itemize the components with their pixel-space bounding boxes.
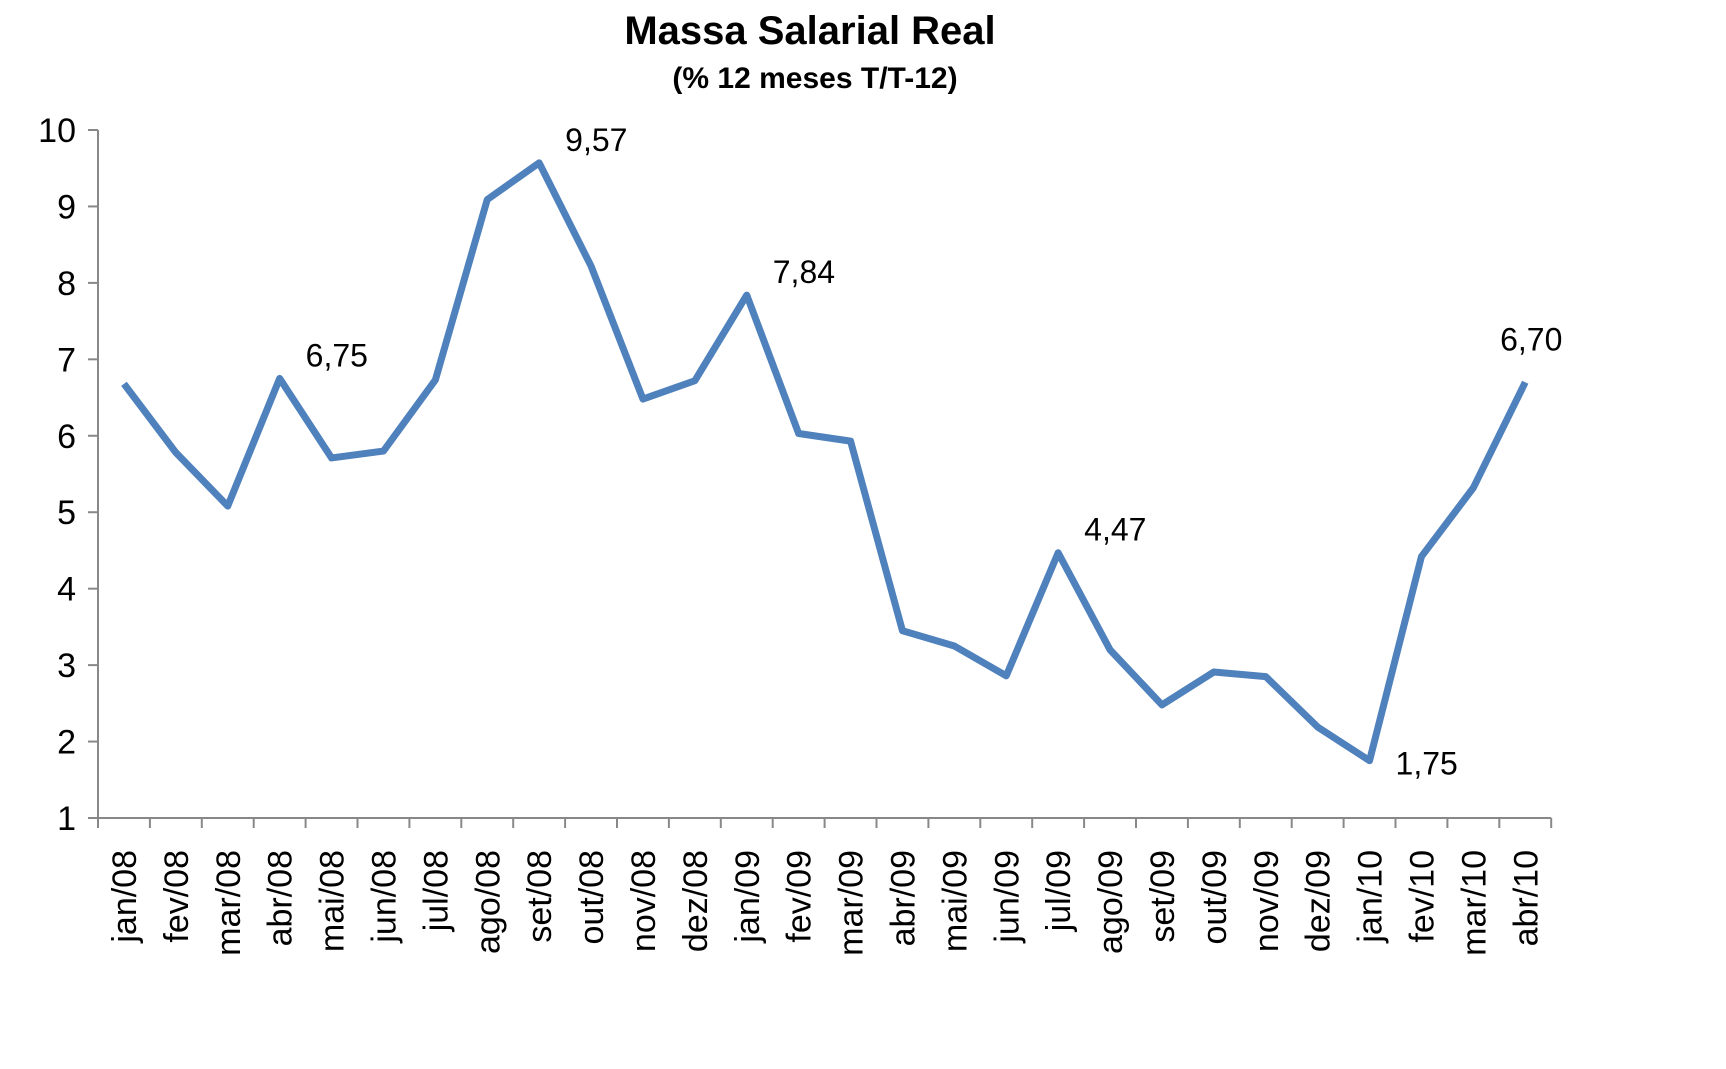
x-tick-label: dez/08 bbox=[677, 850, 715, 952]
data-label: 1,75 bbox=[1396, 746, 1458, 782]
data-label: 6,70 bbox=[1500, 321, 1562, 357]
x-tick-label: out/09 bbox=[1196, 850, 1234, 945]
y-tick-label: 9 bbox=[57, 188, 76, 226]
data-line bbox=[121, 159, 1529, 765]
x-tick-label: set/08 bbox=[521, 850, 559, 943]
y-tick-label: 4 bbox=[57, 571, 76, 609]
x-tick-label: jan/09 bbox=[729, 850, 767, 944]
x-tick-label: mai/09 bbox=[936, 850, 974, 952]
x-tick-label: mar/09 bbox=[833, 850, 871, 956]
y-tick-label: 7 bbox=[57, 341, 76, 379]
x-tick-label: fev/09 bbox=[781, 850, 819, 943]
x-tick-label: jul/08 bbox=[417, 850, 455, 932]
x-tick-label: mar/10 bbox=[1455, 850, 1493, 956]
data-label: 6,75 bbox=[306, 337, 368, 373]
y-tick-label: 10 bbox=[38, 112, 76, 150]
x-tick-label: mai/08 bbox=[314, 850, 352, 952]
x-tick-label: out/08 bbox=[573, 850, 611, 945]
x-tick-label: fev/08 bbox=[158, 850, 196, 943]
x-tick-label: jul/09 bbox=[1040, 850, 1078, 932]
x-tick-label: jan/10 bbox=[1352, 850, 1390, 944]
chart-subtitle: (% 12 meses T/T-12) bbox=[672, 62, 957, 95]
x-tick-label: mar/08 bbox=[210, 850, 248, 956]
y-tick-label: 1 bbox=[57, 800, 76, 838]
x-tick-label: abr/10 bbox=[1507, 850, 1545, 946]
x-tick-label: abr/08 bbox=[262, 850, 300, 946]
x-tick-label: jun/08 bbox=[365, 850, 403, 944]
data-label: 7,84 bbox=[773, 254, 835, 290]
x-tick-label: fev/10 bbox=[1403, 850, 1441, 943]
data-label: 4,47 bbox=[1084, 512, 1146, 548]
data-label: 9,57 bbox=[565, 122, 627, 158]
y-tick-label: 5 bbox=[57, 494, 76, 532]
y-tick-label: 3 bbox=[57, 647, 76, 685]
x-tick-label: ago/08 bbox=[469, 850, 507, 954]
y-tick-label: 6 bbox=[57, 418, 76, 456]
x-tick-label: dez/09 bbox=[1300, 850, 1338, 952]
x-tick-label: nov/09 bbox=[1248, 850, 1286, 952]
x-tick-label: jun/09 bbox=[988, 850, 1026, 944]
x-tick-label: jan/08 bbox=[106, 850, 144, 944]
x-tick-label: nov/08 bbox=[625, 850, 663, 952]
chart-title: Massa Salarial Real bbox=[624, 9, 995, 53]
x-tick-label: abr/09 bbox=[884, 850, 922, 946]
y-tick-label: 2 bbox=[57, 724, 76, 762]
y-tick-label: 8 bbox=[57, 265, 76, 303]
x-tick-label: set/09 bbox=[1144, 850, 1182, 943]
x-tick-label: ago/09 bbox=[1092, 850, 1130, 954]
